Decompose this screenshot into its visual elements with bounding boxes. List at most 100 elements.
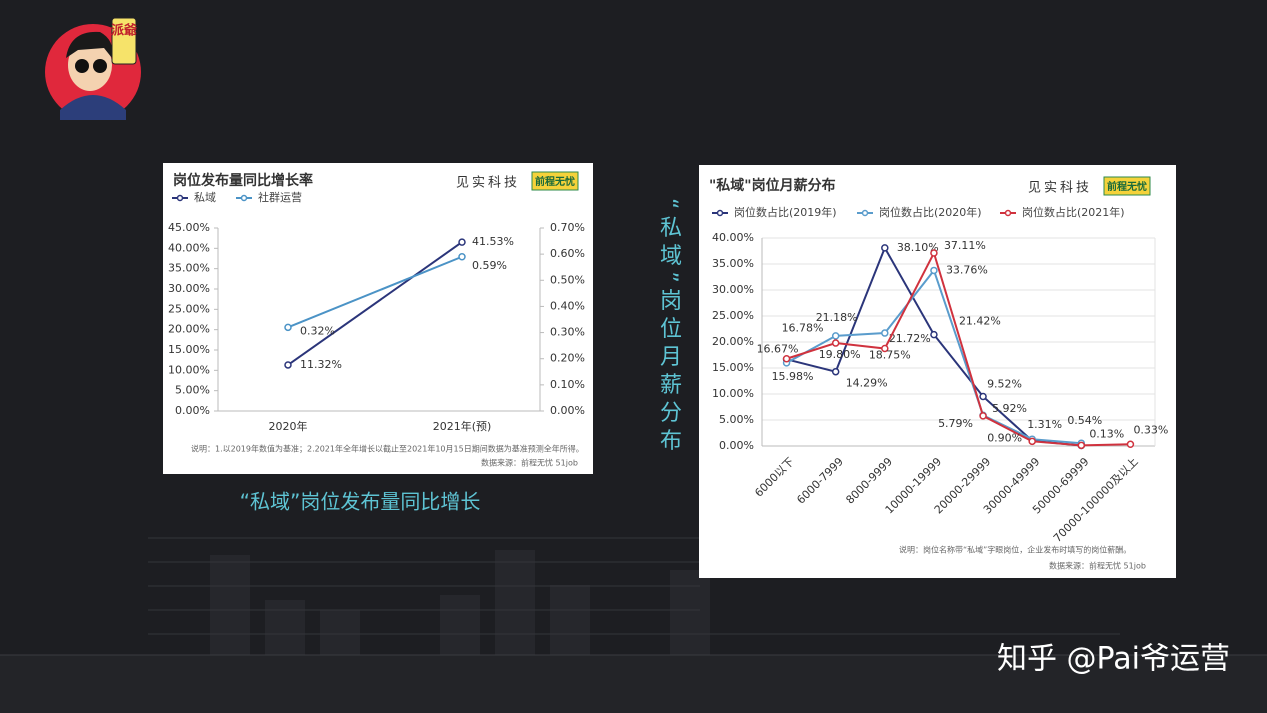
legend-label: 岗位数占比(2019年) bbox=[734, 205, 837, 219]
data-point bbox=[782, 354, 791, 363]
y-tick-label: 20.00% bbox=[712, 335, 754, 348]
y-tick-label: 15.00% bbox=[712, 361, 754, 374]
data-label: 0.33% bbox=[1133, 423, 1168, 436]
source: 数据来源：前程无忧 51job bbox=[1049, 561, 1146, 571]
data-point bbox=[284, 361, 292, 369]
data-label: 1.31% bbox=[1027, 418, 1062, 431]
data-point bbox=[979, 392, 987, 401]
y-tick-label: 10.00% bbox=[712, 387, 754, 400]
data-label: 16.67% bbox=[757, 342, 799, 355]
data-point bbox=[458, 253, 466, 261]
note: 说明：1.以2019年数值为基准；2.2021年全年增长以截止至2021年10月… bbox=[191, 444, 584, 454]
y-tick-label: 0.00% bbox=[175, 404, 210, 417]
y-tick-label: 15.00% bbox=[168, 343, 210, 356]
caption: “私域”岗位发布量同比增长 bbox=[240, 490, 481, 514]
data-label: 38.10% bbox=[897, 241, 939, 254]
legend-dot bbox=[240, 194, 248, 202]
brand: 见实科技 bbox=[456, 176, 520, 191]
data-label: 0.90% bbox=[987, 431, 1022, 444]
data-label: 15.98% bbox=[772, 370, 814, 383]
data-label: 5.92% bbox=[992, 402, 1027, 415]
series-line bbox=[287, 241, 463, 366]
legend-dot bbox=[1004, 209, 1012, 217]
data-point bbox=[1077, 441, 1086, 450]
legend-label: 社群运营 bbox=[258, 190, 302, 204]
y-tick-label: 30.00% bbox=[168, 282, 210, 295]
y2-tick-label: 0.70% bbox=[550, 221, 585, 234]
data-point bbox=[284, 323, 292, 332]
data-label: 0.13% bbox=[1089, 427, 1124, 440]
y-tick-label: 5.00% bbox=[175, 384, 210, 397]
y-tick-label: 10.00% bbox=[168, 363, 210, 376]
data-label: 21.18% bbox=[816, 311, 858, 324]
y2-tick-label: 0.20% bbox=[550, 352, 585, 365]
y-tick-label: 35.00% bbox=[712, 257, 754, 270]
data-label: 11.32% bbox=[300, 358, 342, 371]
note: 说明：岗位名称带“私域”字眼岗位，企业发布时填写的岗位薪酬。 bbox=[899, 545, 1131, 555]
chart-title: "私域"岗位月薪分布 bbox=[709, 177, 836, 194]
data-label: 19.80% bbox=[819, 348, 861, 361]
y2-tick-label: 0.40% bbox=[550, 299, 585, 312]
y-tick-label: 35.00% bbox=[168, 262, 210, 275]
data-point bbox=[881, 329, 889, 337]
logo: 前程无忧 bbox=[1107, 180, 1147, 193]
data-label: 33.76% bbox=[946, 263, 988, 276]
data-label: 41.53% bbox=[472, 235, 514, 248]
logo-box bbox=[531, 171, 579, 191]
y2-tick-label: 0.10% bbox=[550, 378, 585, 391]
legend-label: 岗位数占比(2021年) bbox=[1022, 205, 1125, 219]
legend-dot bbox=[861, 209, 869, 217]
y-tick-label: 5.00% bbox=[719, 413, 754, 426]
x-tick-label: 2021年(预) bbox=[433, 419, 492, 433]
vertical-caption: “私域”岗位月薪分布 bbox=[656, 198, 681, 457]
legend-label: 私域 bbox=[194, 191, 216, 204]
chart-title: 岗位发布量同比增长率 bbox=[173, 172, 313, 189]
y2-tick-label: 0.00% bbox=[550, 404, 585, 417]
y-tick-label: 30.00% bbox=[712, 283, 754, 296]
y-tick-label: 25.00% bbox=[712, 309, 754, 322]
data-point bbox=[930, 266, 938, 275]
data-point bbox=[458, 238, 466, 246]
data-point bbox=[831, 332, 840, 340]
avatar: 派爺 bbox=[45, 17, 141, 120]
y-tick-label: 40.00% bbox=[168, 241, 210, 254]
logo: 前程无忧 bbox=[535, 175, 575, 188]
data-label: 21.72% bbox=[889, 332, 931, 345]
data-point bbox=[1126, 440, 1135, 449]
data-label: 5.79% bbox=[938, 417, 973, 430]
chart-card bbox=[163, 163, 593, 474]
y2-tick-label: 0.30% bbox=[550, 326, 585, 339]
data-label: 16.78% bbox=[782, 322, 824, 335]
data-label: 9.52% bbox=[987, 377, 1022, 390]
x-tick-label: 2020年 bbox=[269, 419, 308, 433]
data-point bbox=[930, 330, 938, 339]
data-point bbox=[831, 339, 840, 347]
y-tick-label: 25.00% bbox=[168, 302, 210, 315]
data-label: 14.29% bbox=[846, 377, 888, 390]
data-label: 0.54% bbox=[1067, 414, 1102, 427]
data-point bbox=[831, 367, 840, 376]
data-label: 21.42% bbox=[959, 315, 1001, 328]
avatar-badge: 派爺 bbox=[111, 23, 138, 39]
y-tick-label: 40.00% bbox=[712, 231, 754, 244]
brand: 见实科技 bbox=[1028, 181, 1092, 196]
series-line bbox=[786, 250, 1131, 447]
decor-lines bbox=[148, 537, 1120, 635]
data-point bbox=[930, 249, 938, 257]
legend-label: 岗位数占比(2020年) bbox=[879, 205, 982, 219]
y-tick-label: 45.00% bbox=[168, 221, 210, 234]
data-point bbox=[1028, 437, 1036, 446]
logo-box bbox=[1103, 176, 1151, 196]
data-label: 37.11% bbox=[944, 239, 986, 252]
data-point bbox=[979, 412, 987, 420]
data-label: 0.32% bbox=[300, 324, 335, 337]
data-point bbox=[881, 244, 889, 252]
footer-band bbox=[0, 655, 1267, 713]
data-label: 18.75% bbox=[869, 349, 911, 362]
legend-dot bbox=[176, 194, 184, 202]
decor-bars bbox=[210, 550, 710, 655]
y-tick-label: 20.00% bbox=[168, 323, 210, 336]
y2-tick-label: 0.50% bbox=[550, 273, 585, 286]
